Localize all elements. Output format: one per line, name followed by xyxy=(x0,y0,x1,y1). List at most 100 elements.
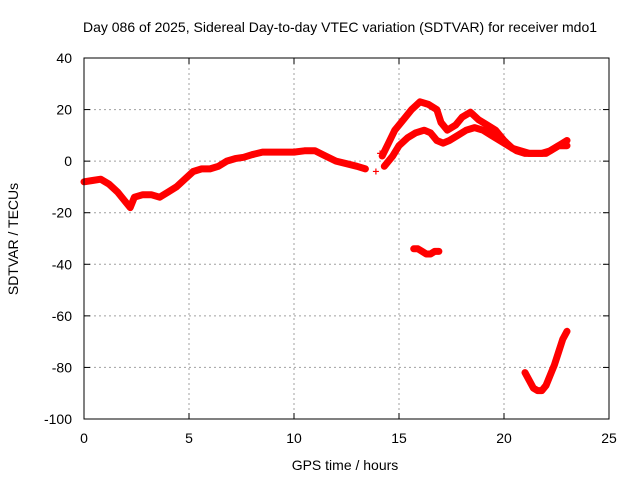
x-tick-label: 15 xyxy=(391,430,407,446)
axis-ticks: 0 5 10 15 20 25 -100 -80 -60 -40 -20 0 20 40 xyxy=(44,50,617,446)
data-point-marker xyxy=(555,348,562,355)
data-point-marker xyxy=(505,142,512,149)
data-point-marker xyxy=(322,152,329,159)
y-axis-label: SDTVAR / TECUs xyxy=(5,183,21,295)
y-tick-label: 20 xyxy=(56,102,72,118)
data-point-marker xyxy=(452,122,459,129)
series-main-track xyxy=(80,147,369,212)
data-point-marker xyxy=(232,155,239,162)
data-point-marker xyxy=(223,158,230,165)
x-axis-label: GPS time / hours xyxy=(292,457,399,473)
data-point-marker xyxy=(240,154,247,161)
data-point-marker xyxy=(165,189,171,196)
data-point-marker xyxy=(454,132,461,139)
data-point-marker xyxy=(530,385,537,392)
data-point-marker xyxy=(564,328,570,335)
data-point-marker xyxy=(435,248,442,255)
data-point-marker xyxy=(492,127,499,134)
data-point-marker xyxy=(484,122,491,129)
data-point-marker xyxy=(354,163,360,170)
y-tick-label: -80 xyxy=(52,359,72,375)
data-point-marker xyxy=(123,199,129,206)
data-point-marker xyxy=(419,248,426,255)
data-point-marker xyxy=(408,106,415,113)
data-point-marker xyxy=(343,160,350,167)
data-point-marker xyxy=(433,137,440,144)
data-point-marker xyxy=(427,250,434,257)
data-point-marker xyxy=(444,127,451,134)
data-point-marker xyxy=(417,98,423,105)
series-small-segment xyxy=(410,245,443,258)
data-point-marker xyxy=(488,132,495,139)
x-tick-label: 5 xyxy=(185,430,193,446)
data-point-marker xyxy=(139,191,146,198)
data-point-marker xyxy=(131,194,138,201)
data-point-marker xyxy=(377,150,384,157)
data-point-marker xyxy=(530,150,537,157)
data-point-marker xyxy=(543,382,549,389)
data-point-marker xyxy=(190,168,197,175)
data-point-marker xyxy=(446,137,453,144)
data-point-marker xyxy=(459,114,465,121)
y-tick-label: -100 xyxy=(44,411,72,427)
data-point-marker xyxy=(97,176,104,183)
data-point-marker xyxy=(440,140,447,147)
data-point-marker xyxy=(333,158,339,165)
data-point-marker xyxy=(207,165,213,172)
data-point-marker xyxy=(280,149,287,156)
data-point-marker xyxy=(421,127,428,134)
data-point-marker xyxy=(427,129,434,136)
data-point-marker xyxy=(522,369,528,376)
x-tick-label: 20 xyxy=(496,430,512,446)
data-point-marker xyxy=(385,140,392,147)
data-point-marker xyxy=(564,142,570,149)
data-point-marker xyxy=(412,129,419,136)
data-point-marker xyxy=(475,116,482,123)
data-point-marker xyxy=(312,147,318,154)
data-point-marker xyxy=(381,163,388,170)
data-point-marker xyxy=(559,336,566,343)
plot-frame xyxy=(83,57,610,420)
data-point-marker xyxy=(156,194,163,201)
grid xyxy=(84,58,609,419)
data-point-marker xyxy=(414,245,421,252)
data-point-marker xyxy=(391,127,398,134)
data-point-marker xyxy=(148,191,155,198)
data-point-marker xyxy=(291,149,297,156)
x-tick-label: 0 xyxy=(80,430,88,446)
data-point-marker xyxy=(301,147,308,154)
data-point-marker xyxy=(425,101,432,108)
data-point-marker xyxy=(526,377,533,384)
data-point-marker xyxy=(404,134,411,141)
data-point-marker xyxy=(513,147,520,154)
data-point-marker xyxy=(480,127,486,134)
data-point-marker xyxy=(538,150,545,157)
y-tick-label: -40 xyxy=(52,256,72,272)
data-point-marker xyxy=(547,372,554,379)
x-tick-label: 10 xyxy=(286,430,302,446)
data-point-marker xyxy=(471,124,478,131)
y-tick-label: 0 xyxy=(64,153,72,169)
data-point-marker xyxy=(249,151,255,158)
data-point-marker xyxy=(389,152,396,159)
chart-title: Day 086 of 2025, Sidereal Day-to-day VTE… xyxy=(83,19,597,35)
data-point-marker xyxy=(522,150,528,157)
data-point-marker xyxy=(181,176,188,183)
data-point-marker xyxy=(433,106,440,113)
data-point-marker xyxy=(438,119,444,126)
data-point-marker xyxy=(198,165,205,172)
series-deep-dip xyxy=(521,327,571,395)
data-point-marker xyxy=(555,142,562,149)
data-point-marker xyxy=(270,149,276,156)
data-point-marker xyxy=(551,361,558,368)
data-point-marker xyxy=(215,163,222,170)
data-point-marker xyxy=(89,177,96,184)
y-tick-label: -60 xyxy=(52,308,72,324)
data-point-marker xyxy=(114,189,121,196)
y-tick-label: -20 xyxy=(52,205,72,221)
series-isolated xyxy=(372,150,384,175)
data-point-marker xyxy=(127,204,134,211)
data-points xyxy=(80,98,571,395)
data-point-marker xyxy=(538,387,545,394)
